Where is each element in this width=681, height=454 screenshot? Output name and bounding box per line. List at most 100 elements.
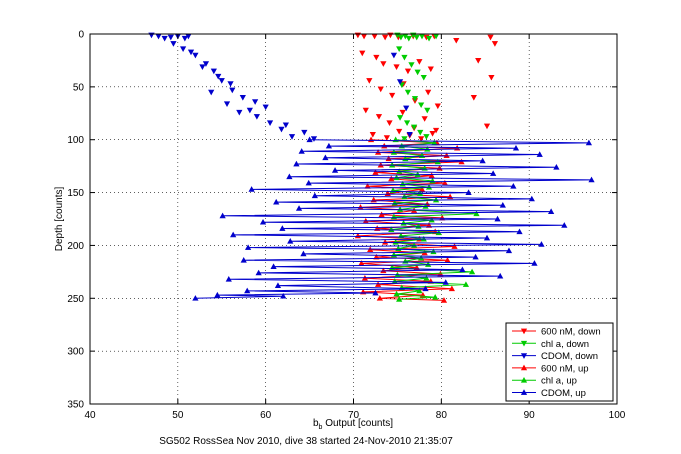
legend-label: CDOM, up bbox=[541, 388, 586, 399]
data-point bbox=[393, 64, 400, 70]
data-point bbox=[396, 115, 404, 121]
data-point bbox=[253, 114, 260, 120]
data-point bbox=[393, 290, 400, 297]
data-point bbox=[410, 242, 418, 248]
data-point bbox=[286, 173, 293, 180]
data-point bbox=[425, 222, 433, 228]
series-cdom-up bbox=[192, 136, 595, 301]
data-point bbox=[377, 86, 384, 93]
data-point bbox=[473, 210, 480, 217]
data-point bbox=[383, 135, 390, 141]
data-point bbox=[483, 234, 491, 241]
data-point bbox=[490, 170, 497, 176]
data-point bbox=[434, 103, 441, 110]
data-point bbox=[282, 122, 289, 129]
legend-label: CDOM, down bbox=[541, 351, 598, 362]
data-point bbox=[278, 126, 285, 133]
x-axis-label-main: b bbox=[313, 418, 319, 429]
data-point bbox=[181, 35, 188, 42]
data-point bbox=[553, 163, 560, 170]
data-point bbox=[516, 228, 523, 235]
y-tick-label: 50 bbox=[73, 82, 85, 93]
data-point bbox=[252, 99, 259, 105]
data-point bbox=[416, 59, 423, 65]
legend-entry: CDOM, down bbox=[512, 351, 598, 362]
data-point bbox=[388, 175, 395, 182]
data-point bbox=[406, 132, 413, 138]
legend-entry: CDOM, up bbox=[512, 388, 586, 399]
data-point bbox=[386, 120, 393, 127]
figure-caption: SG502 RossSea Nov 2010, dive 38 started … bbox=[159, 436, 453, 447]
data-point bbox=[244, 287, 251, 294]
tick-labels: 40 50 60 70 80 90 100 0 50 100 150 200 250 300 350 bbox=[67, 30, 625, 422]
data-point bbox=[411, 96, 419, 102]
legend-marker bbox=[520, 328, 528, 335]
data-point bbox=[421, 116, 428, 122]
data-point bbox=[528, 195, 535, 202]
data-point bbox=[442, 279, 449, 285]
y-tick-label: 200 bbox=[67, 241, 84, 252]
data-point bbox=[561, 222, 568, 228]
data-point bbox=[202, 61, 210, 67]
legend-label: 600 nM, up bbox=[541, 363, 589, 374]
y-axis-label: Depth [counts] bbox=[54, 187, 65, 252]
data-point bbox=[416, 287, 423, 294]
x-tick-label: 70 bbox=[348, 410, 360, 421]
legend-label: 600 nM, down bbox=[541, 327, 601, 338]
data-point bbox=[483, 123, 491, 130]
data-point bbox=[538, 241, 545, 247]
legend-box bbox=[505, 322, 614, 402]
x-axis-label-subscript: b bbox=[319, 424, 323, 431]
data-point bbox=[244, 244, 252, 250]
data-point bbox=[223, 101, 231, 107]
legend-marker bbox=[520, 376, 528, 383]
data-point bbox=[374, 281, 382, 287]
data-point bbox=[396, 46, 403, 53]
data-point bbox=[470, 95, 477, 101]
data-point bbox=[262, 104, 269, 111]
data-point bbox=[331, 167, 339, 173]
data-point bbox=[417, 129, 424, 136]
data-point bbox=[399, 109, 406, 116]
series-chl-a-down bbox=[394, 32, 440, 142]
data-point bbox=[413, 34, 420, 41]
data-point bbox=[510, 183, 517, 189]
legend-marker bbox=[520, 340, 528, 347]
data-point bbox=[403, 105, 410, 112]
data-point bbox=[408, 62, 415, 68]
data-point bbox=[325, 142, 333, 149]
data-point bbox=[389, 92, 396, 99]
x-tick-label: 60 bbox=[260, 410, 272, 421]
data-point bbox=[192, 52, 199, 59]
data-point bbox=[366, 78, 373, 84]
data-point bbox=[170, 41, 177, 47]
data-point bbox=[373, 54, 380, 61]
x-tick-label: 100 bbox=[609, 410, 626, 421]
legend-marker bbox=[520, 353, 528, 359]
data-point bbox=[310, 136, 318, 142]
data-point bbox=[215, 73, 222, 80]
data-point bbox=[432, 294, 439, 300]
legend-entry: 600 nM, down bbox=[512, 327, 601, 338]
data-point bbox=[448, 285, 455, 292]
legend-label: chl a, down bbox=[541, 339, 589, 350]
data-point bbox=[397, 34, 405, 41]
data-point bbox=[214, 291, 221, 298]
data-point bbox=[451, 243, 458, 249]
data-point bbox=[306, 136, 313, 143]
data-point bbox=[270, 263, 277, 269]
data-point bbox=[274, 282, 282, 288]
data-point bbox=[403, 120, 411, 127]
data-point bbox=[298, 148, 305, 154]
data-point bbox=[293, 160, 300, 167]
data-point bbox=[161, 35, 168, 42]
data-point bbox=[300, 250, 307, 257]
data-point bbox=[240, 257, 247, 263]
data-point bbox=[372, 169, 379, 175]
data-point bbox=[376, 295, 383, 301]
data-layer bbox=[148, 32, 595, 303]
data-point bbox=[429, 130, 436, 137]
data-point bbox=[396, 128, 403, 135]
data-point bbox=[362, 107, 369, 114]
